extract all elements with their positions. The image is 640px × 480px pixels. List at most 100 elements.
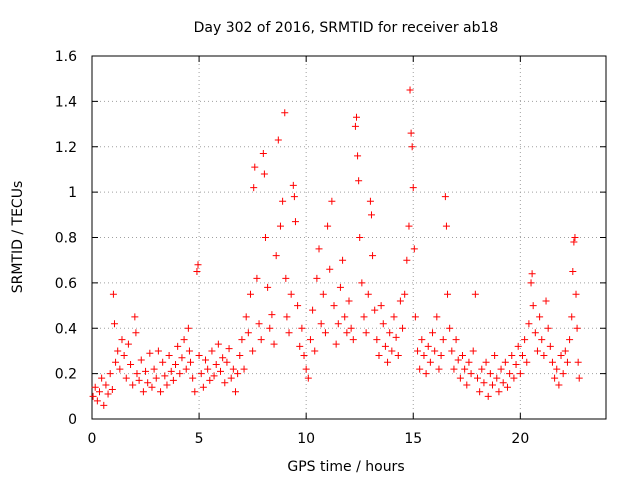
data-point xyxy=(120,351,128,359)
data-point xyxy=(422,370,430,378)
data-point xyxy=(571,234,579,241)
data-point xyxy=(289,181,297,189)
chart-title: Day 302 of 2016, SRMTID for receiver ab1… xyxy=(194,20,499,36)
data-point xyxy=(223,358,231,366)
data-point xyxy=(221,379,229,387)
data-point xyxy=(313,274,321,282)
data-point xyxy=(497,365,505,373)
data-point xyxy=(531,329,539,337)
data-point xyxy=(287,290,295,298)
data-point xyxy=(180,336,188,344)
data-point xyxy=(240,365,248,373)
data-point xyxy=(161,372,169,380)
data-point xyxy=(197,370,205,378)
data-point xyxy=(407,129,415,137)
data-point xyxy=(373,336,381,344)
data-point xyxy=(208,347,216,355)
data-point xyxy=(414,347,422,355)
x-tick-label: 20 xyxy=(511,431,529,447)
data-point xyxy=(369,252,377,260)
data-point xyxy=(426,358,434,366)
data-point xyxy=(178,354,186,362)
data-point xyxy=(294,302,302,310)
data-point xyxy=(317,320,325,328)
data-point xyxy=(257,336,265,344)
y-tick-label: 1.6 xyxy=(55,49,77,65)
data-point xyxy=(339,256,347,264)
data-point xyxy=(401,290,409,298)
data-point xyxy=(332,340,340,348)
data-point xyxy=(424,342,432,350)
data-point xyxy=(409,184,417,192)
data-point xyxy=(118,336,126,344)
y-tick-label: 1 xyxy=(68,185,77,201)
data-point xyxy=(217,367,224,375)
data-point xyxy=(191,388,199,396)
data-point xyxy=(225,345,233,353)
data-point xyxy=(311,347,319,355)
data-point xyxy=(148,383,156,391)
data-point xyxy=(135,376,143,384)
data-point xyxy=(503,383,511,391)
data-point xyxy=(139,388,147,396)
data-point xyxy=(159,358,167,366)
data-point xyxy=(559,370,567,378)
data-point xyxy=(112,358,120,366)
data-point xyxy=(260,170,268,178)
data-point xyxy=(392,333,400,341)
data-point xyxy=(349,336,357,344)
data-point xyxy=(189,374,197,382)
data-point xyxy=(341,313,349,321)
data-point xyxy=(306,336,314,344)
data-point xyxy=(336,283,344,291)
data-point xyxy=(195,351,203,359)
data-point xyxy=(300,351,308,359)
data-point xyxy=(210,372,218,380)
data-point xyxy=(418,336,426,344)
data-point xyxy=(242,313,250,321)
data-point xyxy=(296,342,304,350)
data-point xyxy=(482,358,490,366)
y-axis-label: SRMTID / TECUs xyxy=(10,181,26,294)
data-point xyxy=(165,351,173,359)
data-point xyxy=(561,347,569,355)
data-point xyxy=(568,313,576,321)
data-point xyxy=(523,358,531,366)
data-point xyxy=(152,374,160,382)
y-tick-label: 1.2 xyxy=(55,140,77,156)
data-point xyxy=(435,365,443,373)
data-point xyxy=(129,381,137,389)
y-tick-label: 0 xyxy=(68,412,77,428)
data-point xyxy=(319,290,327,298)
data-point xyxy=(184,324,192,332)
data-point xyxy=(261,234,269,241)
data-point xyxy=(104,390,112,398)
data-point xyxy=(360,313,368,321)
data-point xyxy=(381,342,389,350)
data-point xyxy=(442,222,450,230)
data-point xyxy=(122,374,130,382)
data-point xyxy=(124,340,132,348)
data-point xyxy=(250,184,258,192)
data-point xyxy=(354,152,362,160)
data-point xyxy=(384,358,392,366)
data-point xyxy=(506,370,514,378)
data-point xyxy=(358,279,366,287)
data-point xyxy=(474,374,481,382)
data-point xyxy=(476,388,484,396)
data-point xyxy=(446,324,454,332)
data-point xyxy=(433,313,441,321)
data-point xyxy=(127,361,135,369)
data-point xyxy=(495,388,503,396)
data-point xyxy=(259,150,267,158)
data-point xyxy=(249,347,257,355)
data-point xyxy=(573,324,581,332)
data-point xyxy=(270,340,278,348)
data-point xyxy=(375,351,383,359)
data-point xyxy=(416,365,424,373)
data-point xyxy=(137,356,145,364)
data-point xyxy=(528,270,536,278)
data-point xyxy=(212,361,220,369)
data-point xyxy=(411,313,419,321)
data-point xyxy=(390,313,398,321)
